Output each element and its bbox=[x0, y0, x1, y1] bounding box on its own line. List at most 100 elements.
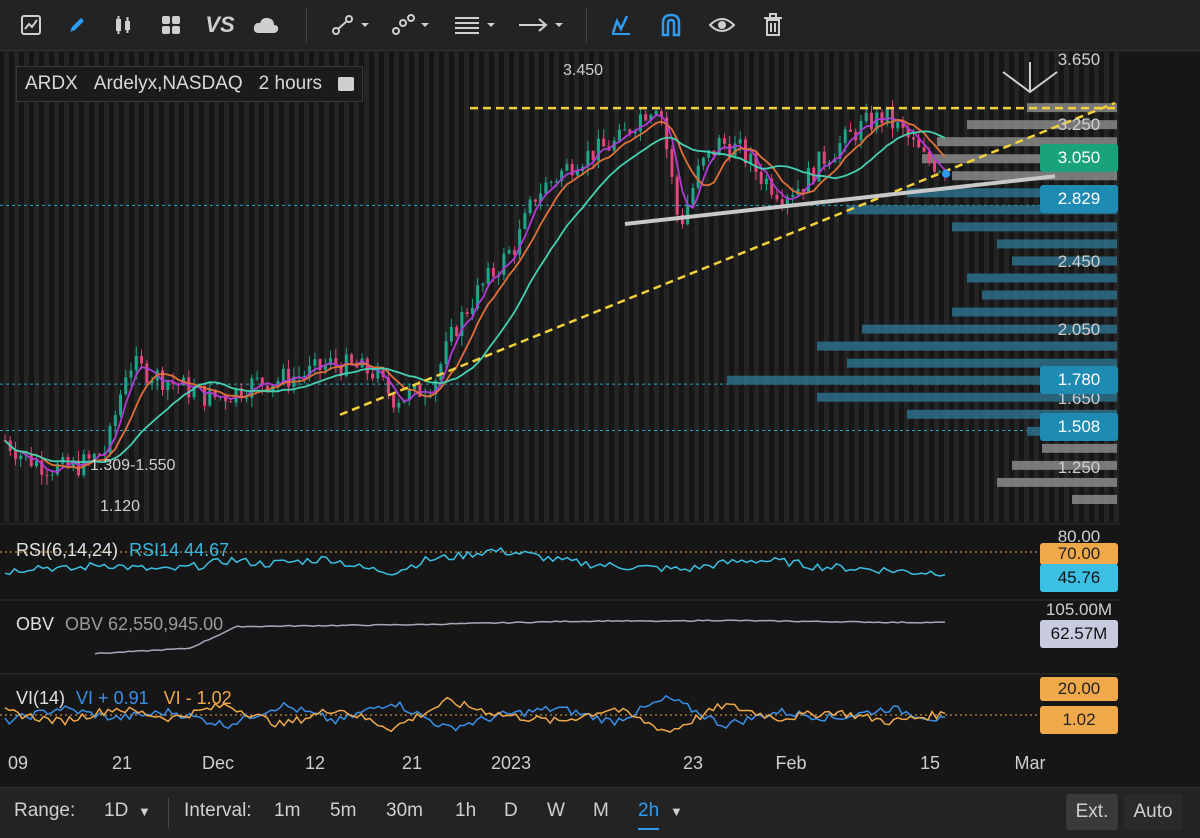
interval-5m[interactable]: 5m bbox=[330, 800, 357, 821]
interval-1m[interactable]: 1m bbox=[274, 800, 301, 821]
current-price-marker: 3.050 bbox=[1040, 144, 1118, 172]
candle-body bbox=[444, 341, 448, 365]
candle-body bbox=[376, 368, 380, 379]
interval-w[interactable]: W bbox=[547, 800, 565, 821]
session-band bbox=[34, 52, 39, 522]
candle-body bbox=[113, 415, 117, 427]
candle-body bbox=[791, 194, 795, 197]
trash-icon[interactable] bbox=[756, 8, 790, 42]
candle-body bbox=[224, 396, 228, 402]
draw-icon[interactable] bbox=[604, 8, 638, 42]
session-band bbox=[584, 52, 589, 522]
session-band bbox=[1054, 52, 1059, 522]
session-band bbox=[594, 52, 599, 522]
candle-body bbox=[838, 143, 842, 159]
candles-icon[interactable] bbox=[106, 8, 140, 42]
line-tool-icon[interactable] bbox=[326, 8, 376, 42]
collapse-legend-icon[interactable] bbox=[338, 77, 355, 91]
candle-body bbox=[654, 111, 658, 115]
candle-body bbox=[707, 150, 711, 158]
candle-body bbox=[638, 114, 642, 132]
session-band bbox=[944, 52, 949, 522]
session-band bbox=[754, 52, 759, 522]
volume-profile-bar bbox=[1072, 494, 1117, 504]
interval-2h[interactable]: 2h bbox=[638, 800, 660, 830]
cloud-icon[interactable] bbox=[248, 8, 284, 42]
candle-body bbox=[56, 463, 60, 475]
session-band bbox=[144, 52, 149, 522]
current-price-dot bbox=[942, 169, 950, 178]
interval-d[interactable]: D bbox=[504, 800, 518, 821]
session-band bbox=[574, 52, 579, 522]
candle-body bbox=[801, 188, 805, 192]
session-band bbox=[434, 52, 439, 522]
session-band bbox=[184, 52, 189, 522]
candle-body bbox=[71, 460, 75, 468]
symbol-legend: ARDX Ardelyx,NASDAQ 2 hours bbox=[16, 66, 364, 102]
auto-scale-toggle[interactable]: Auto bbox=[1124, 794, 1182, 830]
session-band bbox=[384, 52, 389, 522]
session-band bbox=[454, 52, 459, 522]
interval-1h[interactable]: 1h bbox=[455, 800, 477, 821]
session-band bbox=[844, 52, 849, 522]
candle-body bbox=[775, 194, 779, 200]
session-band bbox=[174, 52, 179, 522]
magnet-icon[interactable] bbox=[654, 8, 688, 42]
candle-body bbox=[528, 199, 532, 214]
candle-body bbox=[392, 393, 396, 408]
arrow-tool-icon[interactable] bbox=[514, 8, 570, 42]
session-band bbox=[874, 52, 879, 522]
session-band bbox=[894, 52, 899, 522]
vs-icon[interactable]: VS bbox=[205, 12, 235, 37]
session-band bbox=[524, 52, 529, 522]
candle-body bbox=[570, 163, 574, 176]
candle-body bbox=[869, 112, 873, 130]
price-level-marker: 2.829 bbox=[1040, 185, 1118, 213]
session-band bbox=[314, 52, 319, 522]
candle-body bbox=[481, 283, 485, 286]
session-band bbox=[24, 52, 29, 522]
rsi-name: RSI(6,14,24) bbox=[16, 540, 119, 560]
grid-icon[interactable] bbox=[154, 8, 188, 42]
candle-body bbox=[665, 117, 669, 150]
candle-body bbox=[544, 182, 548, 194]
session-band bbox=[124, 52, 129, 522]
rsi-top-tick: 80.00 bbox=[1057, 527, 1101, 546]
interval-dropdown-icon[interactable]: ▼ bbox=[670, 804, 683, 819]
interval-30m[interactable]: 30m bbox=[386, 800, 423, 821]
session-band bbox=[614, 52, 619, 522]
chart-icon[interactable] bbox=[14, 8, 48, 42]
ext-hours-toggle[interactable]: Ext. bbox=[1066, 794, 1118, 830]
session-band bbox=[724, 52, 729, 522]
x-tick: 2023 bbox=[490, 753, 532, 773]
candle-body bbox=[455, 326, 459, 337]
session-band bbox=[534, 52, 539, 522]
fib-tool-icon[interactable] bbox=[450, 8, 500, 42]
session-band bbox=[664, 52, 669, 522]
session-band bbox=[204, 52, 209, 522]
x-tick: 21 bbox=[401, 753, 423, 773]
eye-icon[interactable] bbox=[704, 8, 740, 42]
vi-current-marker: 1.02 bbox=[1040, 706, 1118, 734]
path-tool-icon[interactable] bbox=[386, 8, 436, 42]
range-select[interactable]: 1D bbox=[104, 800, 129, 821]
interval-m[interactable]: M bbox=[593, 800, 609, 821]
candle-body bbox=[413, 384, 417, 390]
candle-body bbox=[507, 250, 511, 254]
candle-body bbox=[145, 363, 149, 384]
x-tick: 12 bbox=[304, 753, 326, 773]
range-dropdown-icon[interactable]: ▼ bbox=[138, 804, 151, 819]
session-band bbox=[1044, 52, 1049, 522]
session-band bbox=[804, 52, 809, 522]
chart-canvas[interactable] bbox=[0, 52, 1200, 787]
moving-average-line bbox=[4, 130, 946, 464]
candle-body bbox=[780, 199, 784, 205]
volume-profile-bar bbox=[952, 222, 1117, 232]
session-band bbox=[194, 52, 199, 522]
session-band bbox=[814, 52, 819, 522]
chart-area[interactable] bbox=[0, 52, 1200, 787]
pencil-icon[interactable] bbox=[60, 8, 94, 42]
moving-average-line bbox=[4, 118, 946, 470]
session-band bbox=[994, 52, 999, 522]
candle-body bbox=[539, 193, 543, 202]
